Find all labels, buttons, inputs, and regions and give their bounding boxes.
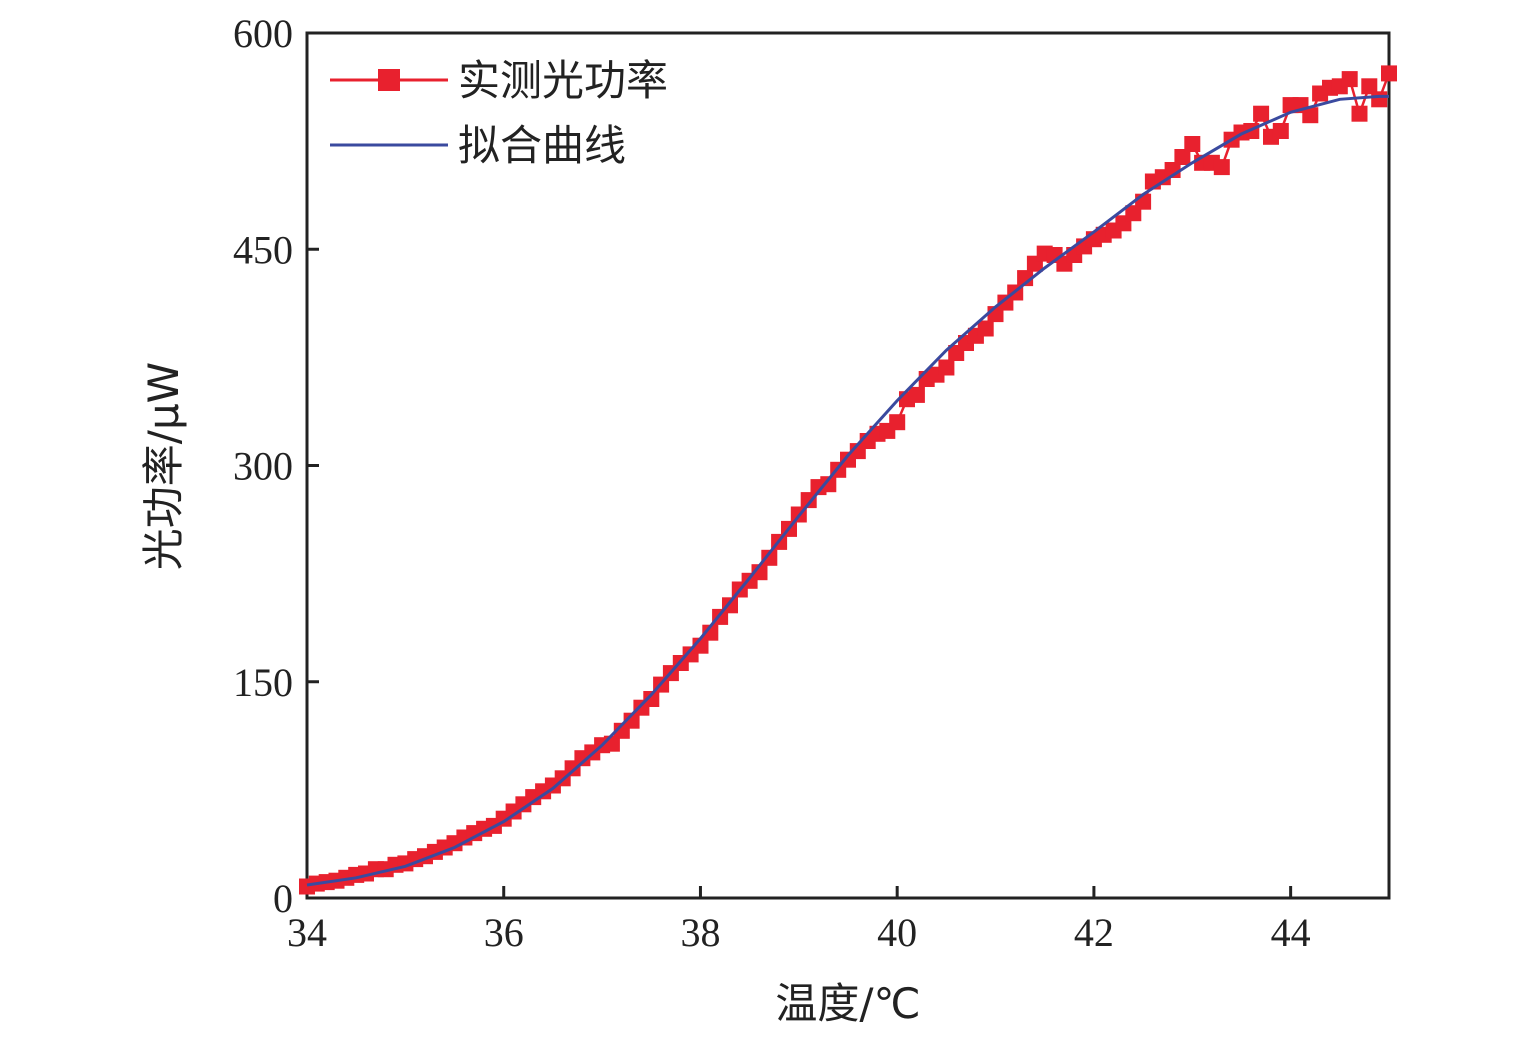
x-tick-label: 36 <box>484 910 524 955</box>
legend-measured-marker <box>378 69 400 91</box>
measured-point <box>820 476 837 493</box>
measured-point <box>1381 65 1397 82</box>
measured-point <box>643 691 660 707</box>
x-tick-label: 44 <box>1271 910 1311 955</box>
y-axis-title: 光功率/μW <box>139 362 188 570</box>
legend-measured-label: 实测光功率 <box>458 56 668 105</box>
measured-point <box>623 712 640 729</box>
measured-point <box>1361 78 1378 95</box>
measured-point <box>1371 91 1388 108</box>
y-tick-labels: 0 150 300 450 600 <box>233 11 293 921</box>
legend-fit-label: 拟合曲线 <box>458 121 626 170</box>
axis-ticks <box>305 31 1293 900</box>
measured-point <box>1351 105 1368 122</box>
measured-series-line <box>306 72 1391 888</box>
fit-series-line <box>306 94 1389 887</box>
legend: 实测光功率 拟合曲线 <box>330 56 668 170</box>
y-tick-label: 450 <box>233 227 293 272</box>
measured-point <box>908 386 925 403</box>
measured-point <box>800 492 817 509</box>
measured-point <box>1341 71 1358 88</box>
x-tick-label: 42 <box>1074 910 1114 955</box>
x-axis-title: 温度/℃ <box>775 979 920 1028</box>
x-tick-label: 34 <box>287 910 327 955</box>
measured-point <box>889 414 906 431</box>
measured-point <box>702 624 719 641</box>
measured-point <box>938 359 955 376</box>
measured-point <box>761 549 778 566</box>
measured-point <box>1272 123 1289 139</box>
measured-point <box>1213 159 1230 176</box>
x-tick-label: 40 <box>877 910 917 955</box>
measured-point <box>1302 107 1319 124</box>
y-tick-label: 300 <box>233 444 293 489</box>
measured-point <box>977 320 994 337</box>
measured-point <box>1184 136 1201 152</box>
x-tick-label: 38 <box>680 910 720 955</box>
measured-series-markers <box>299 65 1397 895</box>
y-tick-label: 150 <box>233 660 293 705</box>
measured-point <box>1174 149 1191 165</box>
measured-point <box>1253 105 1270 122</box>
y-tick-label: 600 <box>233 11 293 56</box>
y-tick-label: 0 <box>273 876 293 921</box>
x-tick-labels: 34 36 38 40 42 44 <box>287 910 1311 955</box>
